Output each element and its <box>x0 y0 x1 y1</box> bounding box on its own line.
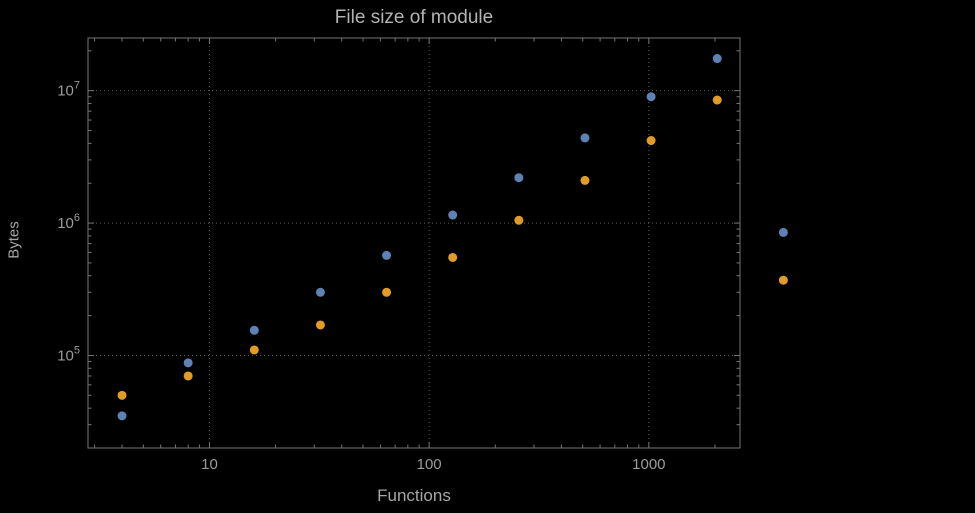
data-point-series-1 <box>117 411 127 421</box>
data-point-series-1 <box>183 358 193 368</box>
x-axis-label: Functions <box>377 486 451 505</box>
x-tick-label: 1000 <box>632 456 665 473</box>
y-tick-label: 105 <box>57 344 80 364</box>
x-tick-label: 10 <box>201 456 218 473</box>
y-axis-label: Bytes <box>5 221 23 259</box>
data-point-series-1 <box>315 287 325 297</box>
data-point-series-1 <box>448 210 458 220</box>
y-tick-label: 106 <box>57 212 80 232</box>
data-point-series-2 <box>382 287 392 297</box>
data-point-series-1 <box>580 133 590 143</box>
data-point-series-2 <box>778 275 788 285</box>
data-point-series-1 <box>646 92 656 102</box>
chart-title: File size of module <box>334 7 494 28</box>
data-point-series-1 <box>712 54 722 64</box>
data-point-series-1 <box>382 250 392 260</box>
data-point-series-2 <box>117 390 127 400</box>
y-tick-label: 107 <box>57 80 80 100</box>
data-point-series-1 <box>249 325 259 335</box>
data-point-series-2 <box>646 136 656 146</box>
data-point-series-2 <box>249 345 259 355</box>
data-point-series-2 <box>315 320 325 330</box>
data-point-series-2 <box>448 252 458 262</box>
data-point-series-2 <box>580 175 590 185</box>
data-point-series-2 <box>712 95 722 105</box>
data-point-series-2 <box>183 371 193 381</box>
data-point-series-1 <box>514 173 524 183</box>
data-point-series-2 <box>514 215 524 225</box>
x-tick-label: 100 <box>417 456 442 473</box>
data-point-series-1 <box>778 227 788 237</box>
plot-frame <box>87 37 741 449</box>
